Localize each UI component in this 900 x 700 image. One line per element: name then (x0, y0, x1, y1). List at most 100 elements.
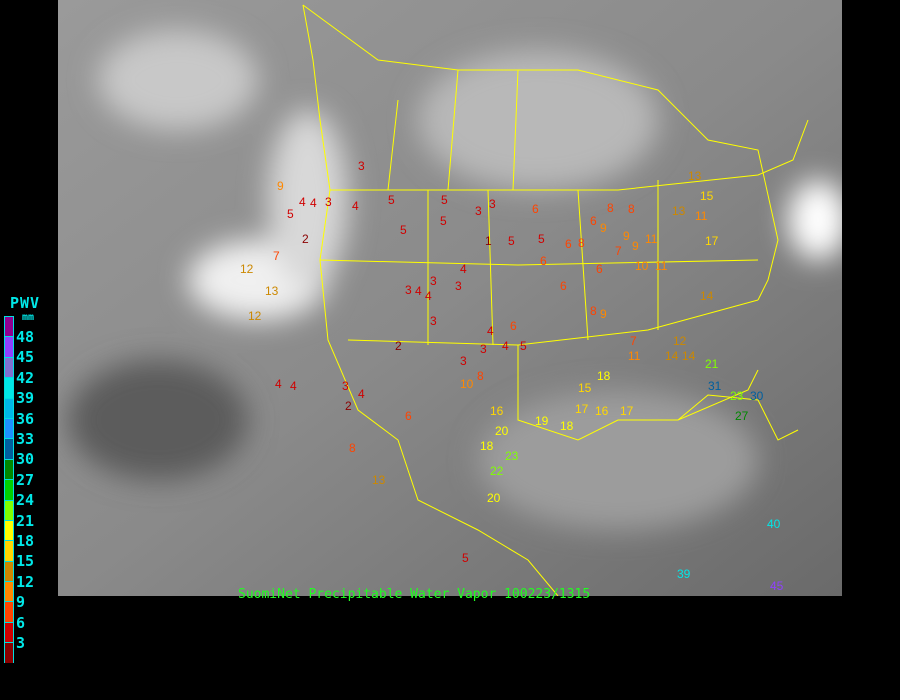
legend-swatch (4, 397, 14, 418)
legend-tick: 18 (16, 532, 35, 550)
pwv-station-value: 4 (352, 199, 359, 213)
legend-swatch (4, 458, 14, 480)
pwv-station-value: 5 (462, 551, 469, 565)
cloud-cover (68, 30, 848, 530)
legend-swatch (4, 642, 14, 663)
legend-tick: 30 (16, 450, 35, 469)
pwv-station-value: 6 (510, 319, 517, 333)
pwv-station-value: 45 (770, 579, 784, 593)
legend-swatch (4, 316, 14, 337)
pwv-station-value: 13 (688, 169, 702, 183)
pwv-station-value: 5 (441, 193, 448, 207)
satellite-map[interactable]: 3 9 5 4 3 4 5 2 7 12 13 12 5 3 5 4 4 3 3 1 5 5 5 6 6 8 6 6 6 8 9 9 8 9 11 1… (58, 0, 848, 597)
pwv-station-value: 2 (302, 232, 309, 246)
pwv-station-value: 11 (645, 232, 658, 246)
color-bar (4, 316, 14, 663)
pwv-station-value: 4 (275, 377, 282, 391)
pwv-station-value: 6 (560, 279, 567, 293)
legend-swatch (4, 621, 14, 643)
pwv-station-value: 16 (490, 404, 504, 418)
pwv-station-value: 6 (540, 254, 547, 268)
pwv-station-value: 6 (405, 409, 412, 423)
pwv-station-value: 8 (477, 369, 484, 383)
pwv-station-value: 3 (480, 342, 487, 356)
legend-tick: 15 (16, 552, 35, 571)
pwv-station-value: 16 (595, 404, 609, 418)
legend-tick: 27 (16, 470, 35, 489)
pwv-station-value: 7 (273, 249, 280, 263)
pwv-station-value: 27 (735, 409, 749, 423)
pwv-station-value: 18 (480, 439, 494, 453)
pwv-station-value: 23 (730, 389, 744, 403)
pwv-station-value: 6 (596, 262, 603, 276)
pwv-station-value: 15 (578, 381, 592, 395)
pwv-station-value: 4 (310, 196, 317, 210)
pwv-station-value: 5 (508, 234, 515, 248)
pwv-station-value: 4 (299, 195, 306, 209)
pwv-station-value: 18 (560, 419, 574, 433)
pwv-station-value: 13 (672, 204, 686, 218)
pwv-station-value: 21 (705, 357, 719, 371)
legend-tick: 36 (16, 409, 35, 428)
pwv-station-value: 23 (505, 449, 519, 463)
pwv-station-value: 9 (632, 239, 639, 253)
legend-swatch (4, 336, 14, 357)
legend-swatch (4, 438, 14, 459)
pwv-station-value: 1 (485, 234, 492, 248)
pwv-station-value: 40 (767, 517, 781, 531)
pwv-station-value: 6 (565, 237, 572, 251)
legend-tick: 12 (16, 572, 35, 591)
pwv-station-value: 19 (535, 414, 549, 428)
pwv-station-value: 8 (628, 202, 635, 216)
pwv-station-value: 17 (705, 234, 719, 248)
pwv-station-value: 12 (248, 309, 262, 323)
pwv-station-value: 17 (575, 402, 589, 416)
pwv-station-value: 3 (460, 354, 467, 368)
pwv-station-value: 7 (630, 334, 637, 348)
pwv-station-value: 11 (695, 209, 708, 223)
legend-swatch (4, 540, 14, 561)
pwv-station-value: 6 (590, 214, 597, 228)
pwv-station-value: 8 (607, 201, 614, 215)
pwv-station-value: 5 (520, 339, 527, 353)
pwv-station-value: 14 (700, 289, 714, 303)
legend-tick: 9 (16, 593, 26, 612)
pwv-station-value: 3 (489, 197, 496, 211)
pwv-station-value: 5 (440, 214, 447, 228)
pwv-station-value: 20 (487, 491, 501, 505)
pwv-station-value: 7 (615, 244, 622, 258)
pwv-station-value: 18 (597, 369, 611, 383)
pwv-station-value: 31 (708, 379, 722, 393)
pwv-station-value: 4 (415, 284, 422, 298)
legend-swatch (4, 377, 14, 398)
state-borders (302, 4, 809, 597)
pwv-station-value: 4 (502, 339, 509, 353)
legend-swatch (4, 560, 14, 582)
pwv-station-value: 3 (358, 159, 365, 173)
legend-swatch (4, 479, 14, 500)
legend-unit: mm (22, 312, 35, 323)
pwv-station-value: 6 (532, 202, 539, 216)
legend-tick: 21 (16, 511, 35, 530)
pwv-station-value: 3 (405, 283, 412, 297)
legend-tick: 24 (16, 491, 35, 510)
pwv-station-value: 9 (623, 229, 630, 243)
legend-tick: 39 (16, 389, 35, 408)
legend-tick: 3 (16, 634, 26, 652)
pwv-station-value: 4 (358, 387, 365, 401)
pwv-station-value: 3 (325, 195, 332, 209)
pwv-station-value: 4 (487, 324, 494, 338)
pwv-station-value: 9 (277, 179, 284, 193)
legend-tick: 42 (16, 368, 35, 387)
pwv-station-value: 5 (388, 193, 395, 207)
pwv-station-value: 17 (620, 404, 634, 418)
legend-swatch (4, 581, 14, 602)
pwv-station-value: 3 (430, 274, 437, 288)
pwv-station-value: 5 (400, 223, 407, 237)
pwv-station-value: 10 (635, 259, 649, 273)
pwv-station-value: 15 (700, 189, 714, 203)
legend-swatch (4, 356, 14, 378)
pwv-station-value: 3 (430, 314, 437, 328)
pwv-station-value: 14 (665, 349, 679, 363)
